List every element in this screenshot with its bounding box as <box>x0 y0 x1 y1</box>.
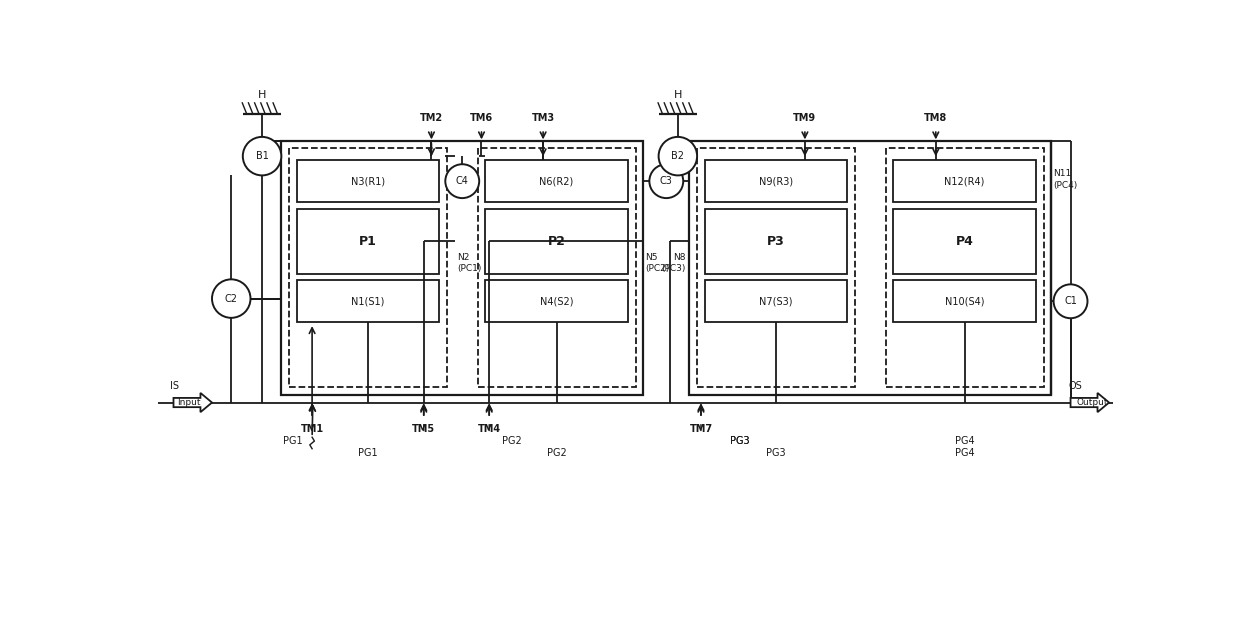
Bar <box>704 280 847 322</box>
Bar <box>485 280 627 322</box>
Text: P3: P3 <box>768 235 785 248</box>
Circle shape <box>212 279 250 318</box>
Text: PG2: PG2 <box>547 448 567 458</box>
Text: P2: P2 <box>548 235 565 248</box>
Bar <box>894 209 1035 274</box>
Bar <box>485 160 627 202</box>
Text: (PC2): (PC2) <box>646 264 670 273</box>
Text: (PC1): (PC1) <box>456 264 481 273</box>
Bar <box>894 280 1035 322</box>
Text: TM8: TM8 <box>924 112 947 122</box>
Polygon shape <box>174 393 212 412</box>
Text: H: H <box>673 89 682 99</box>
Circle shape <box>445 164 479 198</box>
Text: PG1: PG1 <box>283 436 303 446</box>
Text: TM6: TM6 <box>470 112 494 122</box>
Text: PG4: PG4 <box>955 448 975 458</box>
Text: C3: C3 <box>660 176 673 186</box>
Bar <box>704 160 847 202</box>
Text: C1: C1 <box>1064 296 1078 306</box>
Text: TM2: TM2 <box>420 112 443 122</box>
Text: N7(S3): N7(S3) <box>759 296 792 306</box>
Bar <box>296 209 439 274</box>
Text: H: H <box>258 89 267 99</box>
Bar <box>697 148 854 387</box>
Bar <box>485 209 627 274</box>
Text: N10(S4): N10(S4) <box>945 296 985 306</box>
Text: PG3: PG3 <box>729 436 749 446</box>
Text: PG3: PG3 <box>766 448 786 458</box>
Text: TM4: TM4 <box>477 425 501 435</box>
Text: (PC3): (PC3) <box>661 264 686 273</box>
Bar <box>704 209 847 274</box>
Circle shape <box>650 164 683 198</box>
Circle shape <box>1054 284 1087 318</box>
Text: Output: Output <box>1076 398 1107 407</box>
Text: TM1: TM1 <box>300 425 324 435</box>
Polygon shape <box>1070 393 1109 412</box>
Bar <box>885 148 1044 387</box>
Text: N8: N8 <box>673 253 686 261</box>
Text: N11: N11 <box>1054 169 1071 178</box>
Text: P1: P1 <box>360 235 377 248</box>
Bar <box>289 148 446 387</box>
Text: PG3: PG3 <box>729 436 749 446</box>
Text: B1: B1 <box>255 151 269 161</box>
Text: N6(R2): N6(R2) <box>539 176 574 186</box>
Text: N5: N5 <box>646 253 658 261</box>
Text: C4: C4 <box>456 176 469 186</box>
Text: N12(R4): N12(R4) <box>945 176 985 186</box>
Text: (PC4): (PC4) <box>1054 181 1078 189</box>
Text: PG4: PG4 <box>955 436 975 446</box>
Text: IS: IS <box>170 381 179 391</box>
Bar <box>689 141 1052 395</box>
Circle shape <box>658 137 697 175</box>
Text: Input: Input <box>177 398 201 407</box>
Text: TM3: TM3 <box>532 112 554 122</box>
Text: N1(S1): N1(S1) <box>351 296 384 306</box>
Text: PG1: PG1 <box>358 448 378 458</box>
Text: TM5: TM5 <box>412 425 435 435</box>
Bar <box>296 280 439 322</box>
Circle shape <box>243 137 281 175</box>
Bar <box>296 160 439 202</box>
Text: C2: C2 <box>224 294 238 304</box>
Text: TM7: TM7 <box>689 425 713 435</box>
Text: TM9: TM9 <box>794 112 816 122</box>
Bar <box>281 141 644 395</box>
Text: PG2: PG2 <box>502 436 522 446</box>
Text: N3(R1): N3(R1) <box>351 176 384 186</box>
Bar <box>894 160 1035 202</box>
Text: N9(R3): N9(R3) <box>759 176 794 186</box>
Bar <box>477 148 635 387</box>
Text: N2: N2 <box>456 253 469 261</box>
Text: OS: OS <box>1068 381 1083 391</box>
Text: N4(S2): N4(S2) <box>539 296 573 306</box>
Text: B2: B2 <box>671 151 684 161</box>
Text: P4: P4 <box>956 235 973 248</box>
